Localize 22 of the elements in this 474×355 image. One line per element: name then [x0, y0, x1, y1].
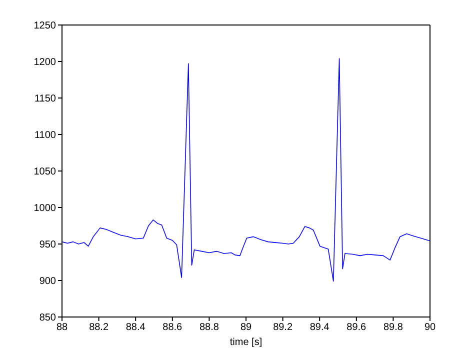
y-tick-label: 1100	[34, 130, 56, 142]
x-tick-label: 89	[240, 322, 252, 334]
x-tick-label: 88	[56, 322, 68, 334]
y-tick-label: 950	[39, 240, 56, 251]
x-tick-label: 89.8	[383, 322, 404, 334]
line-series	[62, 58, 430, 282]
x-tick-label: 88.4	[126, 322, 146, 334]
y-tick-label: 900	[39, 276, 56, 288]
y-tick-label: 1200	[34, 57, 56, 68]
y-tick-label: 1000	[34, 203, 56, 214]
y-tick-label: 850	[39, 312, 56, 324]
x-axis-title: time [s]	[230, 337, 262, 348]
x-tick-label: 88.2	[89, 322, 109, 334]
x-tick-label: 88.8	[199, 322, 220, 334]
x-tick-label: 90	[424, 322, 436, 334]
y-tick-label: 1150	[34, 94, 56, 105]
y-tick-label: 1250	[34, 20, 56, 32]
x-tick-label: 89.6	[346, 322, 367, 334]
x-tick-label: 89.2	[273, 322, 293, 334]
y-tick-label: 1050	[34, 166, 56, 178]
x-tick-label: 89.4	[310, 322, 330, 334]
x-tick-label: 88.6	[162, 322, 183, 334]
